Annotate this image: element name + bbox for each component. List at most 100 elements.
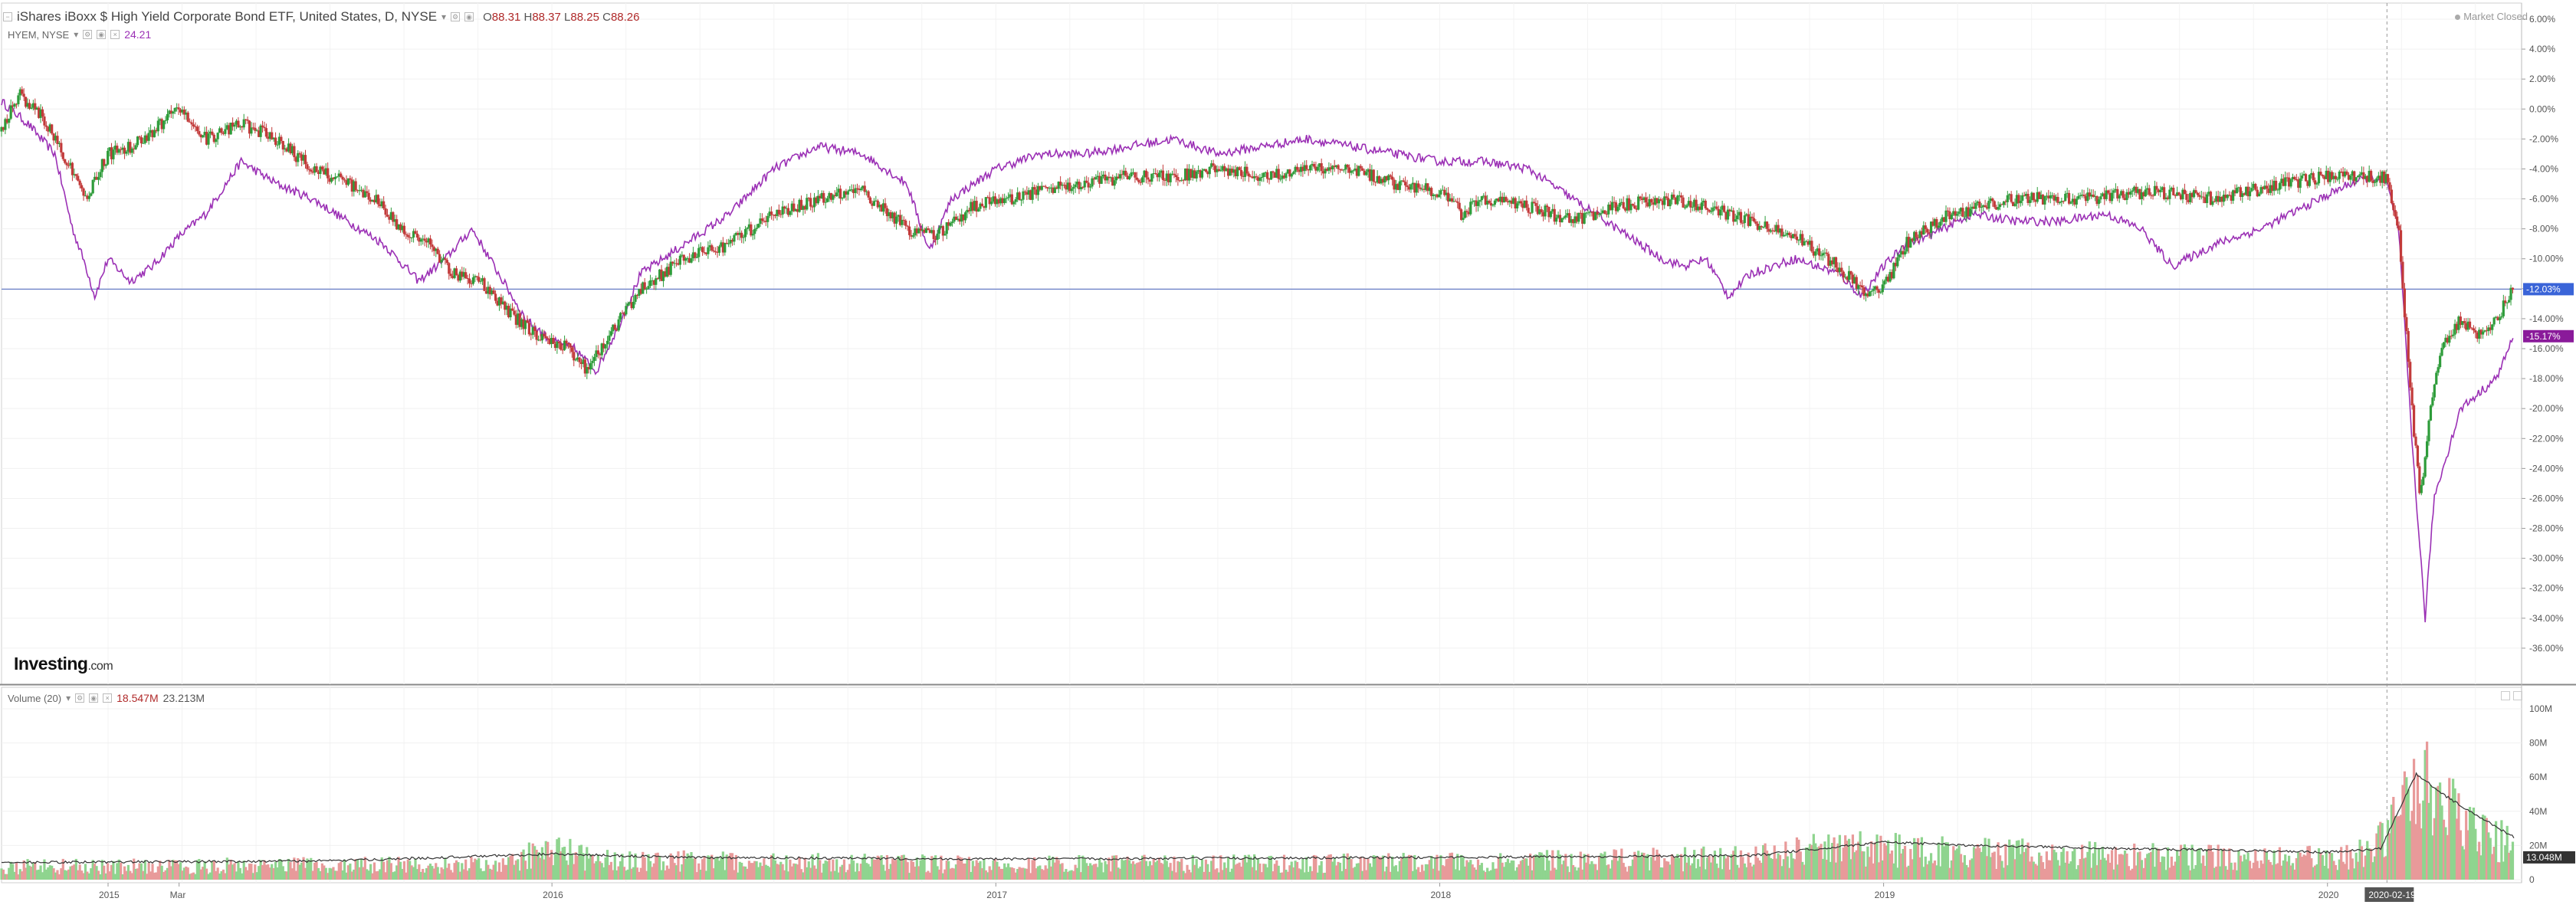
y-tick-label: -10.00% [2529, 254, 2564, 264]
volume-bar [1674, 857, 1677, 880]
volume-bar [807, 861, 810, 880]
volume-bar [686, 853, 689, 880]
chevron-down-icon[interactable]: ▾ [441, 11, 447, 22]
candle-body [1724, 211, 1728, 220]
candle-body [2265, 185, 2269, 189]
candle-body [875, 200, 878, 202]
volume-bar [80, 870, 84, 880]
volume-bar [1055, 857, 1058, 880]
candle-body [2373, 182, 2377, 183]
volume-bar [1998, 855, 2002, 880]
volume-bar [1131, 860, 1135, 880]
close-icon[interactable]: × [110, 30, 120, 39]
volume-bar [1633, 851, 1636, 880]
close-icon[interactable]: × [103, 693, 113, 703]
volume-bar [716, 856, 719, 880]
candle-body [2103, 193, 2106, 199]
volume-last-tag-bg [2523, 851, 2575, 864]
volume-bar [1961, 862, 1964, 880]
candle-body [156, 120, 159, 132]
volume-bar [47, 867, 50, 880]
candle-body [207, 133, 210, 145]
candle-body [1190, 169, 1193, 179]
candle-body [31, 103, 34, 108]
candle-body [520, 319, 523, 327]
volume-bar [1685, 862, 1688, 880]
candle-body [1939, 221, 1942, 226]
settings-icon[interactable]: ⚙ [451, 12, 461, 21]
candle-body [2153, 185, 2157, 196]
volume-bar [1226, 857, 1230, 880]
volume-bar [582, 853, 585, 880]
candle-body [162, 120, 166, 129]
candle-body [777, 209, 780, 215]
candle-body [2409, 362, 2412, 388]
candle-body [2157, 189, 2160, 192]
candle-body [160, 119, 163, 129]
volume-bar [2215, 866, 2218, 880]
candle-body [215, 139, 218, 143]
candle-body [1898, 254, 1901, 257]
candle-body [1672, 194, 1675, 198]
candle-body [1926, 228, 1929, 233]
candle-body [1239, 169, 1243, 176]
volume-bar [2487, 832, 2490, 880]
candle-body [2259, 187, 2263, 194]
candle-body [1027, 190, 1030, 195]
candle-body [2172, 188, 2175, 195]
candle-body [2414, 436, 2417, 446]
volume-bar [125, 870, 128, 880]
chevron-down-icon[interactable]: ▾ [66, 693, 71, 703]
candle-body [1354, 168, 1357, 171]
collapse-icon[interactable]: − [3, 12, 12, 21]
hide-icon[interactable]: ◉ [97, 30, 107, 39]
volume-bar [78, 864, 81, 880]
candle-body [1722, 205, 1726, 212]
settings-icon[interactable]: ⚙ [75, 693, 85, 703]
candle-body [1691, 206, 1694, 208]
candle-body [1806, 241, 1810, 245]
volume-bar [1236, 864, 1239, 880]
volume-bar [349, 864, 352, 880]
maximize-pane-icon[interactable] [2501, 691, 2510, 700]
volume-bar [2500, 820, 2503, 880]
volume-bar [1178, 861, 1181, 880]
candle-body [1976, 202, 1979, 203]
chevron-down-icon[interactable]: ▾ [74, 29, 79, 40]
close-pane-icon[interactable] [2513, 691, 2522, 700]
candle-body [336, 176, 339, 178]
candle-body [1234, 169, 1237, 176]
candle-body [1348, 167, 1351, 173]
candle-body [1795, 236, 1799, 241]
volume-bar [1273, 864, 1276, 880]
volume-bar [497, 862, 501, 880]
volume-bar [950, 867, 954, 880]
hide-icon[interactable]: ◉ [89, 693, 99, 703]
compare-series-line [1, 99, 2514, 623]
volume-bar [418, 864, 421, 880]
volume-bar [609, 861, 613, 880]
candle-body [346, 178, 350, 185]
volume-bar [530, 868, 533, 880]
candle-body [1329, 167, 1332, 170]
volume-bar [878, 856, 881, 880]
volume-bar [1018, 867, 1021, 880]
candle-body [1896, 257, 1899, 267]
candle-body [2190, 192, 2194, 198]
candle-body [481, 278, 484, 281]
hide-icon[interactable]: ◉ [464, 12, 474, 21]
volume-bar [2064, 862, 2067, 880]
candle-body [1409, 184, 1413, 190]
candle-body [527, 323, 530, 335]
volume-bar [1760, 863, 1763, 880]
volume-bar [1341, 870, 1344, 880]
candle-body [1652, 202, 1655, 205]
volume-bar [507, 857, 510, 880]
volume-bar [2067, 864, 2071, 880]
volume-bar [1199, 866, 1202, 880]
volume-bar [2233, 862, 2236, 880]
settings-icon[interactable]: ⚙ [83, 30, 93, 39]
candle-body [2200, 196, 2203, 198]
volume-bar [1203, 871, 1206, 880]
